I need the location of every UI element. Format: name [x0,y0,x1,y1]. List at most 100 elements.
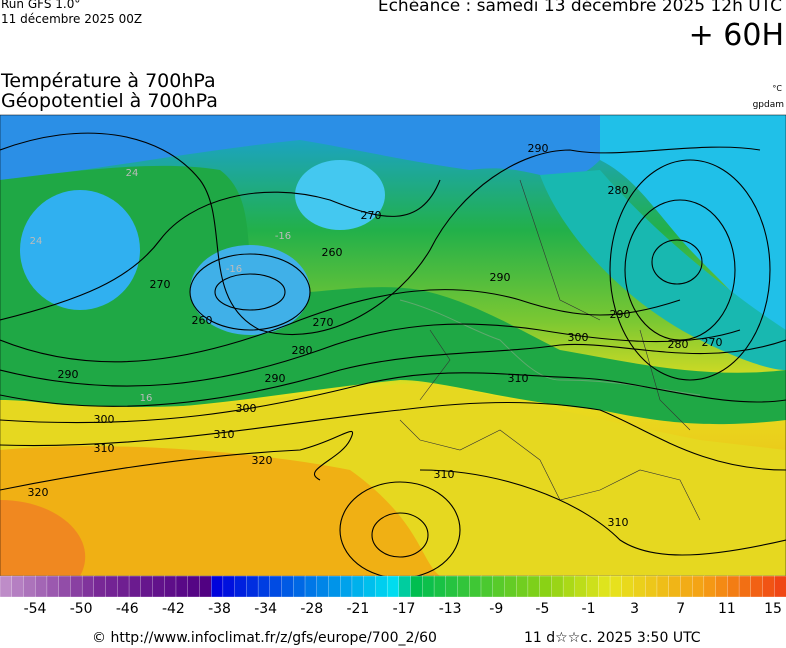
contour-label: 290 [265,372,286,385]
colorbar-swatch [386,575,400,598]
colorbar-swatch [433,575,447,598]
contour-label: 290 [528,142,549,155]
colorbar-swatch [586,575,599,598]
title-geo: Géopotentiel à 700hPa [1,90,218,112]
colorbar-swatch [750,575,764,598]
colorbar-label: -42 [162,601,185,617]
colorbar-label: -17 [393,601,416,617]
colorbar-swatch [328,575,341,598]
temperature-label: 24 [126,168,139,179]
colorbar: -54 -50 -46 -42 -38 -34 -28 -21 -17 -13 -9 -5 -1 3 7 11… [0,575,786,617]
colorbar-label: -13 [439,601,462,617]
contour-label: 260 [192,314,213,327]
colorbar-swatch [539,575,553,598]
colorbar-swatch [81,575,95,598]
colorbar-swatch [281,575,294,598]
colorbar-swatch [316,575,330,598]
contour-label: 290 [610,308,631,321]
colorbar-swatch [375,575,388,598]
colorbar-swatch [574,575,588,598]
contour-label: 310 [434,468,455,481]
colorbar-swatch [715,575,728,598]
colorbar-label: -1 [582,601,596,617]
temperature-label: 24 [30,236,43,247]
colorbar-swatch [105,575,118,598]
colorbar-swatch [35,575,48,598]
colorbar-label: -9 [489,601,503,617]
contour-label: 290 [490,271,511,284]
colorbar-swatch [562,575,576,598]
colorbar-swatch [70,575,83,598]
colorbar-swatch [222,575,236,598]
contour-label: 300 [94,413,115,426]
colorbar-label: -28 [300,601,323,617]
contour-label: 280 [668,338,689,351]
colorbar-swatch [516,575,529,598]
temperature-label: 16 [140,393,153,404]
colorbar-swatch [656,575,670,598]
run-label: Run GFS 1.0° [1,0,81,11]
contour-label: 270 [702,336,723,349]
colorbar-swatch [398,575,412,598]
colorbar-label: -21 [346,601,369,617]
colorbar-label: -54 [24,601,47,617]
contour-label: 260 [322,246,343,259]
unit-geo: gpdam [752,100,784,110]
generated-time: 11 d☆☆c. 2025 3:50 UTC [524,630,701,646]
contour-label: 280 [292,344,313,357]
colorbar-swatch [351,575,365,598]
colorbar-swatch [0,575,13,598]
colorbar-swatch [211,575,224,598]
contour-label: 270 [150,278,171,291]
contour-label: 270 [313,316,334,329]
colorbar-swatch [152,575,165,598]
colorbar-swatch [422,575,435,598]
colorbar-swatch [504,575,517,598]
colorbar-label: -34 [254,601,277,617]
colorbar-swatch [93,575,107,598]
temperature-label: -16 [226,264,242,275]
map-field: 290 280 270 260 260 270 280 290 290 290 300 290 280 2… [0,115,786,576]
contour-label: 300 [568,331,589,344]
contour-label: 270 [361,209,382,222]
contour-label: 320 [28,486,49,499]
colorbar-swatch [633,575,646,598]
contour-label: 300 [236,402,257,415]
colorbar-swatch [269,575,283,598]
colorbar-swatch [363,575,377,598]
contour-label: 310 [94,442,115,455]
colorbar-swatch [246,575,259,598]
colorbar-swatch [23,575,36,598]
colorbar-swatch [727,575,740,598]
colorbar-swatch [469,575,482,598]
source-url: © http://www.infoclimat.fr/z/gfs/europe/… [92,630,437,646]
colorbar-swatch [598,575,611,598]
colorbar-swatch [234,575,248,598]
contour-label: 310 [508,372,529,385]
colorbar-swatch [187,575,201,598]
colorbar-swatch [293,575,306,598]
colorbar-label: 3 [630,601,639,617]
colorbar-swatch [128,575,142,598]
colorbar-swatch [58,575,72,598]
contour-label: 310 [608,516,629,529]
colorbar-swatch [527,575,541,598]
colorbar-swatch [762,575,775,598]
temperature-label: -16 [275,231,291,242]
colorbar-swatch [340,575,353,598]
valid-time: Echéance : samedi 13 décembre 2025 12h U… [377,0,782,16]
lead-time: + 60H [688,18,784,53]
colorbar-swatch [164,575,177,598]
colorbar-label: -5 [535,601,549,617]
colorbar-swatch [11,575,25,598]
colorbar-swatch [609,575,623,598]
colorbar-label: 15 [764,601,782,617]
contour-label: 320 [252,454,273,467]
colorbar-swatch [680,575,693,598]
title-temp: Température à 700hPa [1,70,216,92]
colorbar-label: -46 [116,601,139,617]
colorbar-label: -50 [70,601,93,617]
colorbar-swatch [551,575,564,598]
